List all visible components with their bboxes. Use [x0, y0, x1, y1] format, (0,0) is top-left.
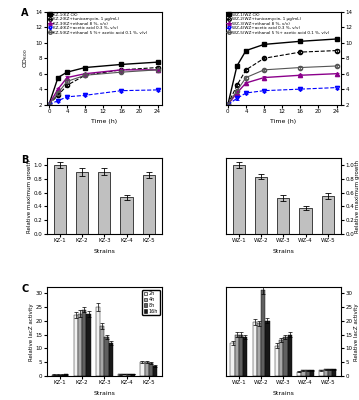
Y-axis label: Relative lacZ activity: Relative lacZ activity — [354, 303, 359, 360]
Bar — [257, 324, 261, 376]
Legend: WZ-1(WZ CK), WZ-2(WZ+tunicamycin, 1 μg/mL), WZ-3(WZ+ethanol 8 %, v/v), WZ-4(WZ+a: WZ-1(WZ CK), WZ-2(WZ+tunicamycin, 1 μg/m… — [226, 12, 330, 35]
Y-axis label: OD$_{600}$: OD$_{600}$ — [358, 48, 359, 68]
Bar — [275, 346, 279, 376]
Bar — [76, 172, 88, 234]
X-axis label: Strains: Strains — [272, 249, 294, 254]
Bar — [299, 208, 312, 234]
Bar — [122, 374, 127, 376]
Bar — [310, 370, 314, 376]
Bar — [230, 343, 235, 376]
X-axis label: Strains: Strains — [93, 249, 115, 254]
Bar — [54, 165, 66, 234]
Y-axis label: Relative maximum growth: Relative maximum growth — [355, 160, 359, 232]
X-axis label: Strains: Strains — [93, 391, 115, 396]
Bar — [279, 340, 283, 376]
Text: C: C — [21, 284, 28, 294]
Bar — [288, 334, 292, 376]
Bar — [127, 374, 131, 376]
Bar — [153, 366, 157, 376]
Bar — [149, 363, 153, 376]
Bar — [145, 362, 149, 376]
Bar — [56, 375, 60, 376]
Bar — [131, 374, 135, 376]
Legend: KZ-1(KZ CK), KZ-2(KZ+tunicamycin, 1 μg/mL), KZ-3(KZ+ethanol 8 %, v/v), KZ-4(KZ+a: KZ-1(KZ CK), KZ-2(KZ+tunicamycin, 1 μg/m… — [47, 12, 148, 35]
Bar — [265, 321, 270, 376]
Y-axis label: Relative maximum growth: Relative maximum growth — [27, 160, 32, 232]
Y-axis label: Relative lacZ activity: Relative lacZ activity — [29, 303, 34, 360]
Bar — [87, 314, 90, 376]
Bar — [332, 369, 336, 376]
Bar — [297, 372, 301, 376]
Bar — [96, 307, 100, 376]
Bar — [233, 165, 245, 234]
Bar — [109, 343, 113, 376]
Bar — [243, 337, 247, 376]
Bar — [239, 334, 243, 376]
Bar — [328, 369, 332, 376]
Bar — [319, 370, 323, 376]
Bar — [64, 374, 69, 376]
Bar — [255, 176, 267, 234]
Bar — [118, 374, 122, 376]
Bar — [261, 290, 265, 376]
Bar — [104, 337, 109, 376]
Bar — [253, 322, 257, 376]
Bar — [140, 362, 145, 376]
Bar — [322, 196, 334, 234]
Bar — [306, 370, 310, 376]
Bar — [100, 326, 104, 376]
Bar — [283, 337, 288, 376]
Y-axis label: OD$_{600}$: OD$_{600}$ — [21, 48, 30, 68]
X-axis label: Time (h): Time (h) — [270, 119, 297, 124]
Text: B: B — [21, 155, 29, 165]
Bar — [301, 370, 306, 376]
Bar — [98, 172, 111, 234]
X-axis label: Strains: Strains — [272, 391, 294, 396]
Bar — [235, 334, 239, 376]
Bar — [121, 198, 133, 234]
Bar — [78, 314, 82, 376]
Legend: 2h, 4h, 8h, 16h: 2h, 4h, 8h, 16h — [142, 290, 160, 315]
Bar — [82, 310, 87, 376]
Bar — [277, 198, 289, 234]
Bar — [74, 315, 78, 376]
Text: A: A — [21, 8, 29, 18]
Bar — [52, 375, 56, 376]
Bar — [143, 175, 155, 234]
X-axis label: Time (h): Time (h) — [91, 119, 117, 124]
Bar — [323, 369, 328, 376]
Bar — [60, 375, 64, 376]
